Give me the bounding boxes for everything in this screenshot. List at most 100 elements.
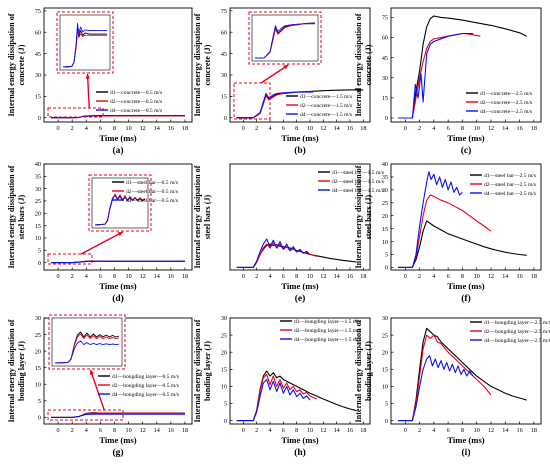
- y-tick-label: 30: [35, 315, 41, 322]
- x-tick-label: 10: [125, 125, 131, 132]
- panel-c: 0 2 4 6 8 10 12 14 16 18 0 15 30 45 60 75 Time (ms) Inter…: [354, 7, 542, 156]
- x-tick-label: 6: [99, 427, 102, 434]
- x-tick-label: 10: [307, 273, 313, 280]
- x-tick-label: 0: [242, 125, 245, 132]
- legend-entry-d4: d4—steel bar—0.5 m/s: [126, 198, 178, 204]
- zoom-arrow: [86, 73, 90, 109]
- x-tick-label: 16: [347, 125, 353, 132]
- y-axis-title: Internal energy dissipation of steel bars…: [193, 165, 212, 268]
- y-tick-label: 20: [221, 349, 227, 356]
- panel-label: (f): [461, 293, 471, 304]
- zoom-region-box: [233, 82, 271, 120]
- y-tick-label: 30: [35, 72, 41, 79]
- y-tick-label: 0: [224, 418, 227, 425]
- series-group: [398, 327, 527, 422]
- x-tick-label: 4: [268, 427, 271, 434]
- x-tick-label: 8: [295, 125, 298, 132]
- y-axis-title-line1: Internal energy dissipation of: [193, 165, 202, 268]
- x-tick-label: 18: [531, 125, 537, 132]
- y-tick-label: 45: [35, 51, 41, 58]
- legend-entry-d2: d2—bongding layer—0.5 m/s: [112, 383, 179, 389]
- y-tick-label: 40: [35, 161, 41, 168]
- series-group: [236, 238, 357, 268]
- inset-axes: [59, 14, 111, 71]
- y-axis-title-line2: bonding layer (J): [17, 341, 26, 401]
- y-tick-label: 60: [382, 35, 388, 42]
- x-tick-label: 0: [57, 125, 60, 132]
- legend: d1—bongding layer—1.5 m/s d2—bongding lay…: [280, 319, 361, 343]
- x-tick-label: 14: [334, 427, 340, 434]
- x-tick-label: 0: [242, 273, 245, 280]
- legend-entry-d1: d1—concrete—0.5 m/s: [110, 90, 162, 96]
- inset-axes: [91, 177, 149, 229]
- x-tick-label: 4: [268, 273, 271, 280]
- y-axis-title-line2: steel bars (J): [17, 194, 26, 239]
- x-tick-label: 4: [268, 125, 271, 132]
- series-group: [236, 89, 364, 119]
- x-tick-label: 18: [360, 273, 366, 280]
- legend: d1—steel bar—2.5 m/s d2—steel bar—2.5 m/s…: [470, 173, 536, 197]
- legend-entry-d4: d4—steel bar—2.5 m/s: [484, 191, 536, 197]
- x-tick-label: 10: [125, 273, 131, 280]
- panel-label: (i): [462, 447, 471, 458]
- x-tick-label: 6: [282, 125, 285, 132]
- y-tick-label: 30: [382, 75, 388, 82]
- x-tick-label: 0: [57, 273, 60, 280]
- x-tick-label: 12: [140, 427, 146, 434]
- series-line-d4: [51, 260, 185, 264]
- y-tick-label: 15: [382, 366, 388, 373]
- y-axis-title-line1: Internal energy dissipation of: [354, 13, 363, 116]
- x-tick-label: 16: [516, 273, 522, 280]
- y-tick-label: 30: [35, 186, 41, 193]
- x-tick-label: 10: [474, 273, 480, 280]
- x-tick-label: 2: [71, 273, 74, 280]
- legend-entry-d2: d2—concrete—0.5 m/s: [110, 99, 162, 105]
- legend-entry-d1: d1—steel bar—1.5 m/s: [332, 170, 384, 176]
- y-tick-label: 20: [382, 213, 388, 220]
- y-tick-label: 0: [385, 265, 388, 272]
- legend-entry-d1: d1—concrete—2.5 m/s: [480, 91, 532, 97]
- y-tick-label: 0: [38, 260, 41, 267]
- zoom-arrow: [260, 64, 289, 84]
- x-tick-label: 0: [404, 125, 407, 132]
- x-tick-label: 4: [85, 427, 88, 434]
- panel-label: (d): [112, 293, 124, 304]
- x-tick-label: 16: [516, 427, 522, 434]
- series-line-d1: [398, 220, 527, 268]
- y-axis-title-line2: steel bars (J): [203, 194, 212, 239]
- panel-a: 0 2 4 6 8 10 12 14 16 18 0 15 30 45 60 75 Time (ms) Inter…: [7, 7, 193, 156]
- legend-entry-d1: d1—concrete—1.5 m/s: [300, 94, 352, 100]
- y-axis-title: Internal energy dissipation of concrete (…: [354, 13, 373, 116]
- y-tick-label: 40: [382, 161, 388, 168]
- series-line-d2: [236, 242, 317, 268]
- series-group: [398, 15, 527, 119]
- y-tick-label: 75: [35, 8, 41, 15]
- legend-entry-d4: d4—concrete—2.5 m/s: [480, 109, 532, 115]
- legend-entry-d2: d2—steel bar—0.5 m/s: [126, 189, 178, 195]
- x-tick-label: 16: [168, 125, 174, 132]
- zoom-arrow-head: [283, 65, 289, 70]
- panel-label: (e): [295, 293, 306, 304]
- x-tick-label: 4: [432, 273, 435, 280]
- x-tick-label: 10: [125, 427, 131, 434]
- x-tick-label: 10: [307, 427, 313, 434]
- y-tick-label: 60: [221, 29, 227, 36]
- y-tick-label: 0: [38, 415, 41, 422]
- legend-entry-d2: d2—concrete—1.5 m/s: [300, 103, 352, 109]
- x-axis-title: Time (ms): [281, 435, 318, 445]
- inset-series-line-d2: [54, 333, 120, 364]
- y-tick-label: 30: [221, 315, 227, 322]
- plot-frame: [390, 7, 542, 123]
- y-tick-label: 30: [221, 72, 227, 79]
- x-tick-label: 12: [488, 125, 494, 132]
- x-tick-label: 10: [474, 427, 480, 434]
- y-tick-label: 25: [35, 332, 41, 339]
- legend-entry-d2: d2—steel bar—2.5 m/s: [484, 182, 536, 188]
- x-tick-label: 16: [347, 427, 353, 434]
- y-axis-title-line2: bonding layer (J): [203, 341, 212, 401]
- y-axis-title: Internal energy dissipation of concrete (…: [193, 13, 212, 116]
- y-tick-label: 60: [35, 29, 41, 36]
- x-tick-label: 18: [531, 273, 537, 280]
- x-tick-label: 8: [295, 273, 298, 280]
- panel-label: (g): [112, 447, 123, 458]
